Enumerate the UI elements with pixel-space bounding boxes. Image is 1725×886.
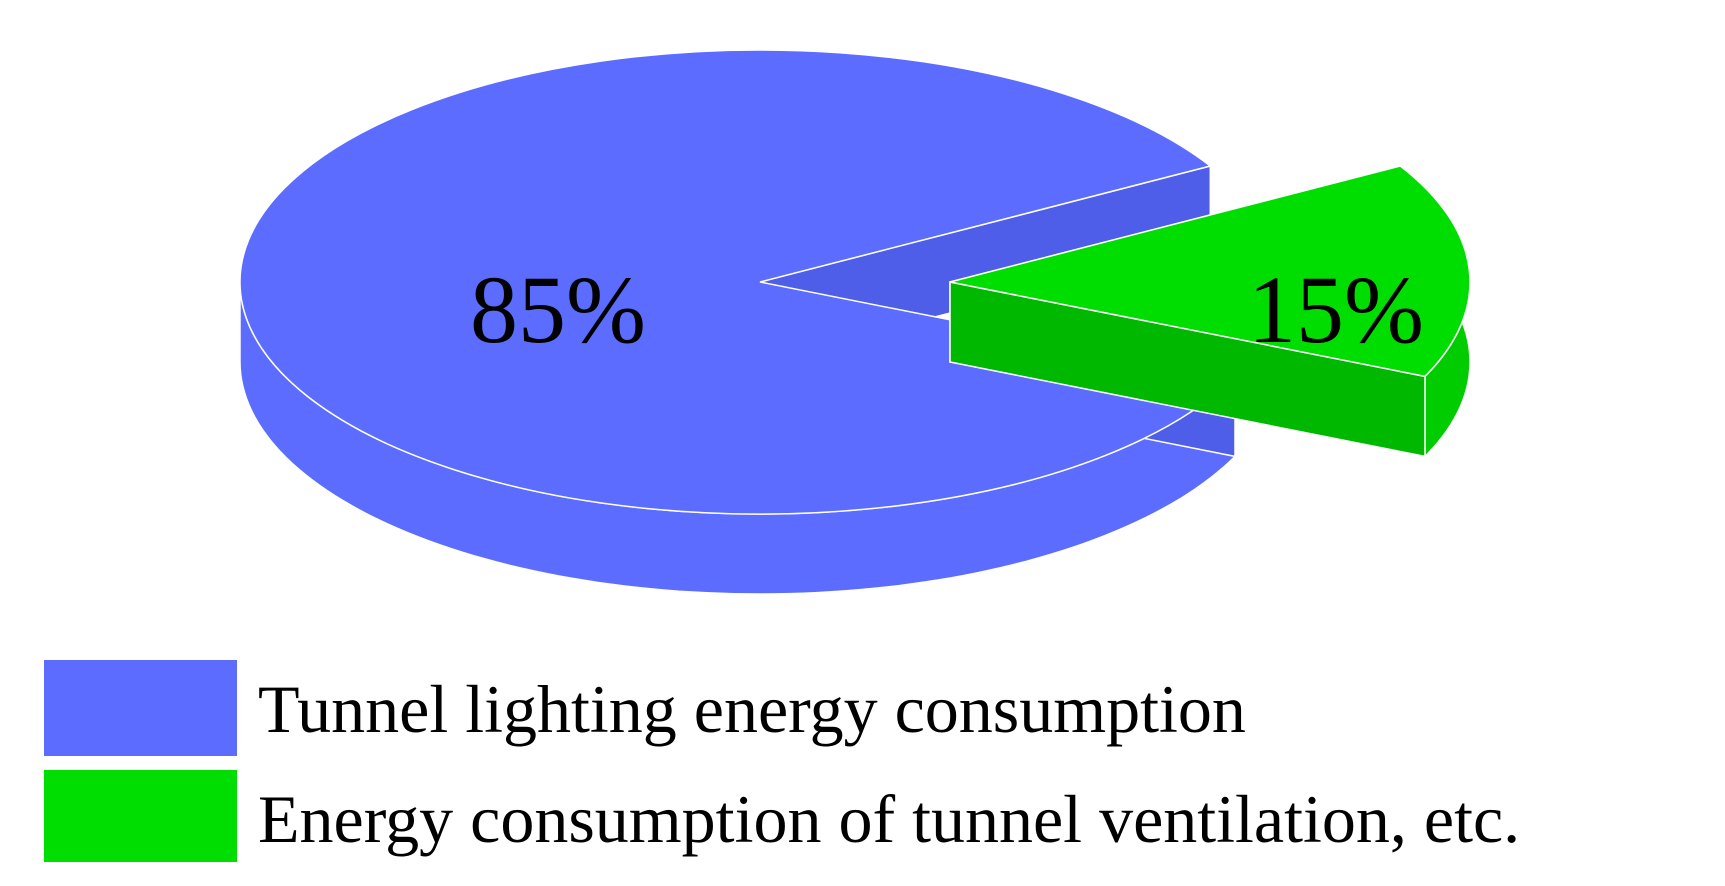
legend-swatch-lighting bbox=[44, 660, 237, 756]
legend-label-ventilation: Energy consumption of tunnel ventilation… bbox=[258, 781, 1520, 857]
slice-top-ventilation bbox=[949, 165, 1471, 378]
slice-group-lighting bbox=[239, 49, 1237, 595]
slice-label-ventilation: 15% bbox=[1248, 256, 1424, 363]
pie-layer bbox=[239, 49, 1471, 595]
legend-label-lighting: Tunnel lighting energy consumption bbox=[258, 671, 1246, 747]
legend-swatch-ventilation bbox=[44, 770, 237, 862]
slice-group-ventilation bbox=[949, 165, 1471, 459]
legend-item-ventilation: Energy consumption of tunnel ventilation… bbox=[44, 770, 1520, 862]
slice-label-lighting: 85% bbox=[470, 256, 646, 363]
legend-item-lighting: Tunnel lighting energy consumption bbox=[44, 660, 1246, 756]
legend: Tunnel lighting energy consumption Energ… bbox=[44, 660, 1520, 862]
slice-top-lighting bbox=[239, 49, 1237, 515]
slice-label-layer: 85% 15% bbox=[470, 256, 1424, 363]
